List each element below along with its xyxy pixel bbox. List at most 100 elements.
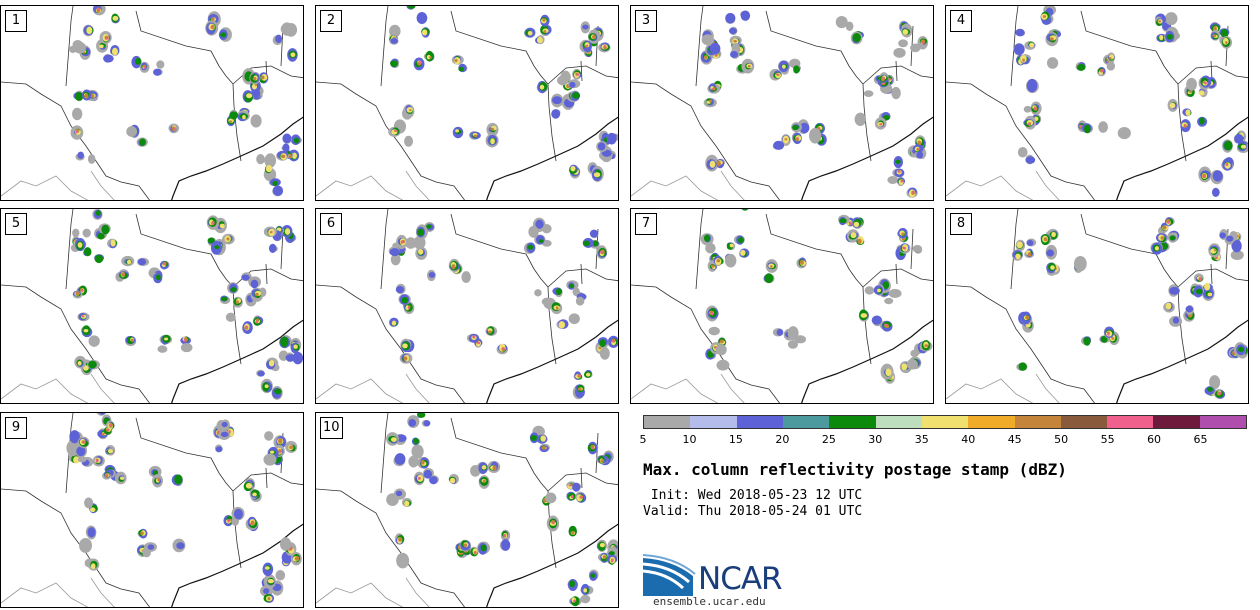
- echo-cell: [418, 248, 424, 255]
- member-number: 3: [635, 10, 657, 32]
- echo-cell: [77, 151, 84, 159]
- member-number: 5: [5, 213, 27, 235]
- echo-cell: [221, 421, 228, 428]
- reflectivity-colorbar: [643, 415, 1247, 429]
- state-boundary: [1, 378, 89, 403]
- echo-cell: [536, 36, 543, 44]
- state-boundary: [765, 10, 864, 85]
- echo-cell: [157, 477, 160, 482]
- echo-cell: [87, 154, 96, 164]
- member-panel: 4: [945, 5, 1249, 201]
- colorbar-ticks: 5 10 15 20 25 30 35 40 45 50 55 60 65: [639, 433, 1247, 447]
- echo-cell: [703, 55, 708, 59]
- echo-cell: [105, 473, 109, 476]
- state-boundary: [135, 213, 234, 288]
- echo-cell: [1026, 239, 1034, 246]
- echo-cell: [140, 531, 144, 536]
- state-boundary: [631, 81, 780, 200]
- state-boundary: [405, 170, 430, 200]
- echo-cell: [1219, 391, 1222, 395]
- echo-cell: [210, 26, 213, 29]
- state-boundary: [580, 467, 583, 489]
- echo-cell: [481, 465, 487, 470]
- reflectivity-map: [1, 6, 303, 200]
- state-boundary: [695, 209, 704, 290]
- member-number: 2: [320, 10, 342, 32]
- echo-cell: [395, 286, 405, 294]
- echo-cell: [219, 223, 225, 229]
- echo-cell: [528, 225, 539, 238]
- echo-cell: [1223, 140, 1233, 151]
- echo-cell: [740, 10, 751, 21]
- state-boundary: [1, 81, 150, 200]
- echo-cell: [1017, 146, 1028, 158]
- echo-cell: [716, 359, 730, 371]
- echo-cell: [555, 288, 562, 295]
- echo-cell: [576, 73, 579, 77]
- echo-cell: [267, 579, 274, 584]
- echo-cell: [543, 29, 547, 33]
- echo-cell: [405, 237, 417, 249]
- state-boundary: [631, 175, 719, 200]
- echo-cell: [1083, 336, 1091, 346]
- echo-cell: [912, 244, 922, 253]
- echo-cell: [77, 242, 83, 248]
- echo-cell: [461, 271, 471, 284]
- init-time: Init: Wed 2018-05-23 12 UTC: [643, 488, 863, 503]
- echo-cell: [1185, 305, 1194, 313]
- echo-cell: [420, 459, 425, 465]
- echo-cell: [711, 312, 714, 316]
- echo-cell: [278, 438, 283, 444]
- reflectivity-map: [946, 209, 1248, 403]
- member-panel: 3: [630, 5, 934, 201]
- echo-cell: [176, 542, 185, 550]
- echo-cell: [214, 245, 220, 250]
- state-boundary: [595, 432, 599, 474]
- state-boundary: [405, 577, 430, 607]
- echo-cell: [729, 243, 734, 248]
- echo-cell: [796, 137, 799, 140]
- echo-cell: [773, 140, 785, 150]
- state-boundary: [280, 228, 284, 270]
- echo-cell: [809, 127, 822, 144]
- echo-cell: [180, 342, 193, 353]
- echo-cell: [284, 228, 291, 235]
- coastline: [486, 523, 618, 607]
- echo-cell: [740, 249, 746, 256]
- echo-cell: [250, 279, 259, 289]
- state-boundary: [90, 577, 115, 607]
- colorbar-swatch: [1153, 416, 1200, 428]
- state-boundary: [135, 417, 234, 492]
- echo-cell: [569, 81, 576, 88]
- member-number: 8: [950, 213, 972, 235]
- echo-cell: [428, 272, 436, 278]
- echo-cell: [294, 556, 300, 561]
- echo-cell: [82, 228, 91, 238]
- echo-cell: [1225, 41, 1228, 45]
- echo-cell: [1186, 77, 1197, 91]
- state-boundary: [135, 10, 234, 85]
- echo-cell: [402, 343, 408, 349]
- coastline: [486, 319, 618, 403]
- echo-cell: [1043, 237, 1048, 242]
- echo-cell: [391, 320, 397, 326]
- member-panel: 7: [630, 208, 934, 404]
- echo-cell: [572, 92, 581, 99]
- echo-cell: [463, 543, 468, 548]
- echo-cell: [885, 368, 892, 377]
- echo-cell: [1167, 221, 1170, 224]
- echo-cell: [1042, 15, 1047, 18]
- state-boundary: [580, 60, 583, 82]
- echo-cell: [792, 124, 799, 131]
- echo-cell: [73, 456, 80, 464]
- echo-cell: [1051, 231, 1056, 238]
- member-number: 9: [5, 417, 27, 439]
- echo-cell: [275, 34, 283, 43]
- state-boundary: [380, 413, 389, 494]
- echo-cell: [557, 75, 569, 86]
- echo-cell: [527, 244, 534, 250]
- echo-cell: [137, 258, 147, 266]
- colorbar-tick-label: 5: [639, 433, 647, 446]
- echo-cell: [884, 323, 887, 327]
- echo-cell: [245, 325, 248, 328]
